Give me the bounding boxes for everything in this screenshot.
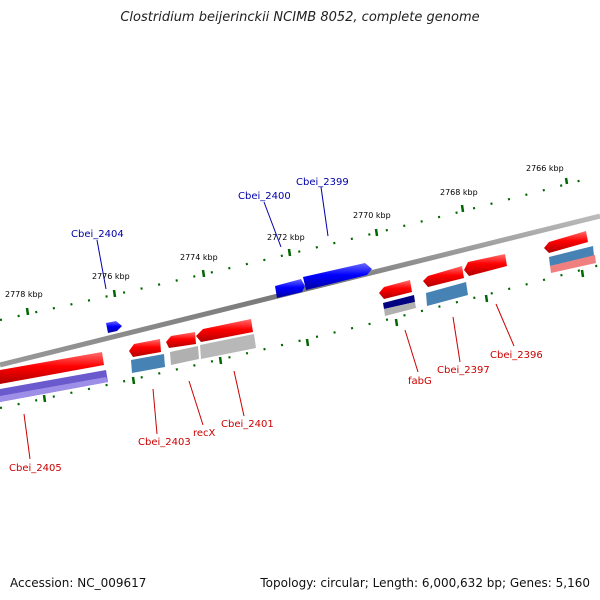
leader-lines — [23, 186, 515, 460]
major-tick — [580, 269, 585, 278]
major-tick — [460, 204, 465, 213]
reverse-genes — [0, 231, 588, 384]
tick-label: 2766 kbp — [526, 164, 564, 173]
major-tick — [131, 376, 136, 385]
gene-label: Cbei_2399 — [296, 177, 349, 188]
gene-cbei-2401[interactable] — [196, 319, 253, 342]
gene-cbei-2404[interactable] — [106, 321, 122, 333]
gene-label: Cbei_2403 — [138, 437, 191, 448]
tick-label: 2778 kbp — [5, 290, 43, 299]
gene-recx[interactable] — [166, 332, 196, 348]
leader-line — [96, 239, 107, 290]
gene-label: Cbei_2396 — [490, 350, 543, 361]
major-ticks — [25, 177, 569, 316]
leader-line — [263, 201, 282, 248]
major-tick — [25, 307, 30, 316]
gene-cbei-2403[interactable] — [129, 339, 161, 357]
leader-line — [495, 303, 515, 347]
reverse-major-ticks — [42, 269, 585, 403]
forward-genes — [106, 263, 372, 333]
leader-line — [188, 380, 204, 426]
cog-bar — [131, 354, 165, 373]
cog-bar — [426, 282, 468, 306]
reverse-ruler — [0, 263, 600, 410]
cog-bar — [549, 246, 594, 266]
gene-label: Cbei_2405 — [9, 463, 62, 474]
major-tick — [394, 318, 399, 327]
major-tick — [42, 394, 47, 403]
accession-label: Accession: NC_009617 — [10, 576, 147, 590]
major-tick — [287, 248, 292, 257]
gene-label: Cbei_2404 — [71, 229, 124, 240]
cog-bars — [0, 246, 596, 402]
tick-label: 2774 kbp — [180, 253, 218, 262]
gene-label: recX — [193, 428, 216, 439]
cog-bar — [383, 295, 415, 309]
cog-bar — [200, 334, 256, 359]
map-title: Clostridium beijerinckii NCIMB 8052, com… — [120, 10, 480, 25]
major-tick — [564, 177, 569, 185]
tick-label: 2772 kbp — [267, 233, 305, 242]
gene-right-edge[interactable] — [544, 231, 588, 253]
leader-line — [23, 413, 31, 460]
gene-cbei-2396[interactable] — [464, 254, 507, 276]
gene-label: Cbei_2400 — [238, 191, 291, 202]
gene-label: Cbei_2397 — [437, 365, 490, 376]
gene-cbei-2397[interactable] — [423, 266, 464, 287]
gene-cbei-2400[interactable] — [275, 279, 305, 298]
cog-bar — [384, 302, 416, 316]
leader-line — [452, 316, 461, 363]
major-tick — [305, 338, 310, 347]
major-tick — [374, 228, 379, 237]
leader-line — [320, 186, 329, 237]
cog-bar — [550, 255, 596, 273]
tick-label: 2768 kbp — [440, 188, 478, 197]
cog-bar — [0, 377, 108, 402]
gene-cbei-2399[interactable] — [303, 263, 372, 290]
cog-bar — [170, 346, 199, 365]
leader-line — [233, 370, 245, 417]
major-tick — [484, 294, 489, 303]
genome-summary: Topology: circular; Length: 6,000,632 bp… — [260, 576, 590, 590]
forward-ruler — [0, 176, 591, 322]
major-tick — [201, 269, 206, 278]
major-tick — [218, 356, 223, 365]
gene-label: Cbei_2401 — [221, 419, 274, 430]
tick-label: 2776 kbp — [92, 272, 130, 281]
gene-label: fabG — [408, 376, 432, 387]
gene-fabg[interactable] — [379, 280, 412, 299]
leader-line — [404, 329, 419, 373]
tick-label: 2770 kbp — [353, 211, 391, 220]
major-tick — [112, 289, 117, 298]
leader-line — [152, 388, 158, 435]
gene-cbei-2405[interactable] — [0, 352, 104, 384]
